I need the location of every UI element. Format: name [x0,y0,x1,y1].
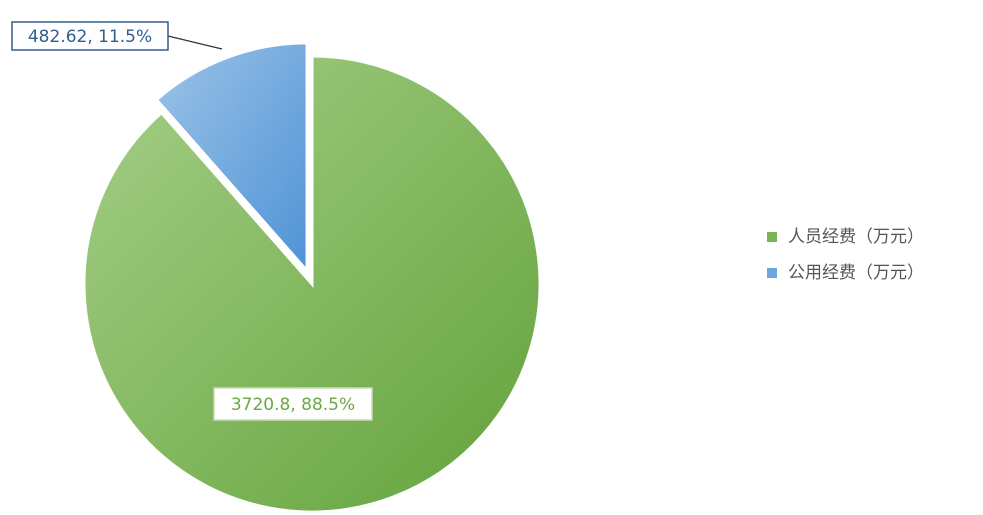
legend-label: 人员经费（万元） [788,227,924,247]
data-label: 3720.8, 88.5% [231,395,355,415]
legend-marker [767,232,777,242]
pie-slice [154,41,309,275]
label-box [213,387,373,421]
leader-line [167,35,223,50]
label-box [11,21,169,51]
legend-label: 公用经费（万元） [788,263,924,283]
pie-slice [82,54,542,514]
legend-marker [767,268,777,278]
data-label: 482.62, 11.5% [28,27,152,47]
